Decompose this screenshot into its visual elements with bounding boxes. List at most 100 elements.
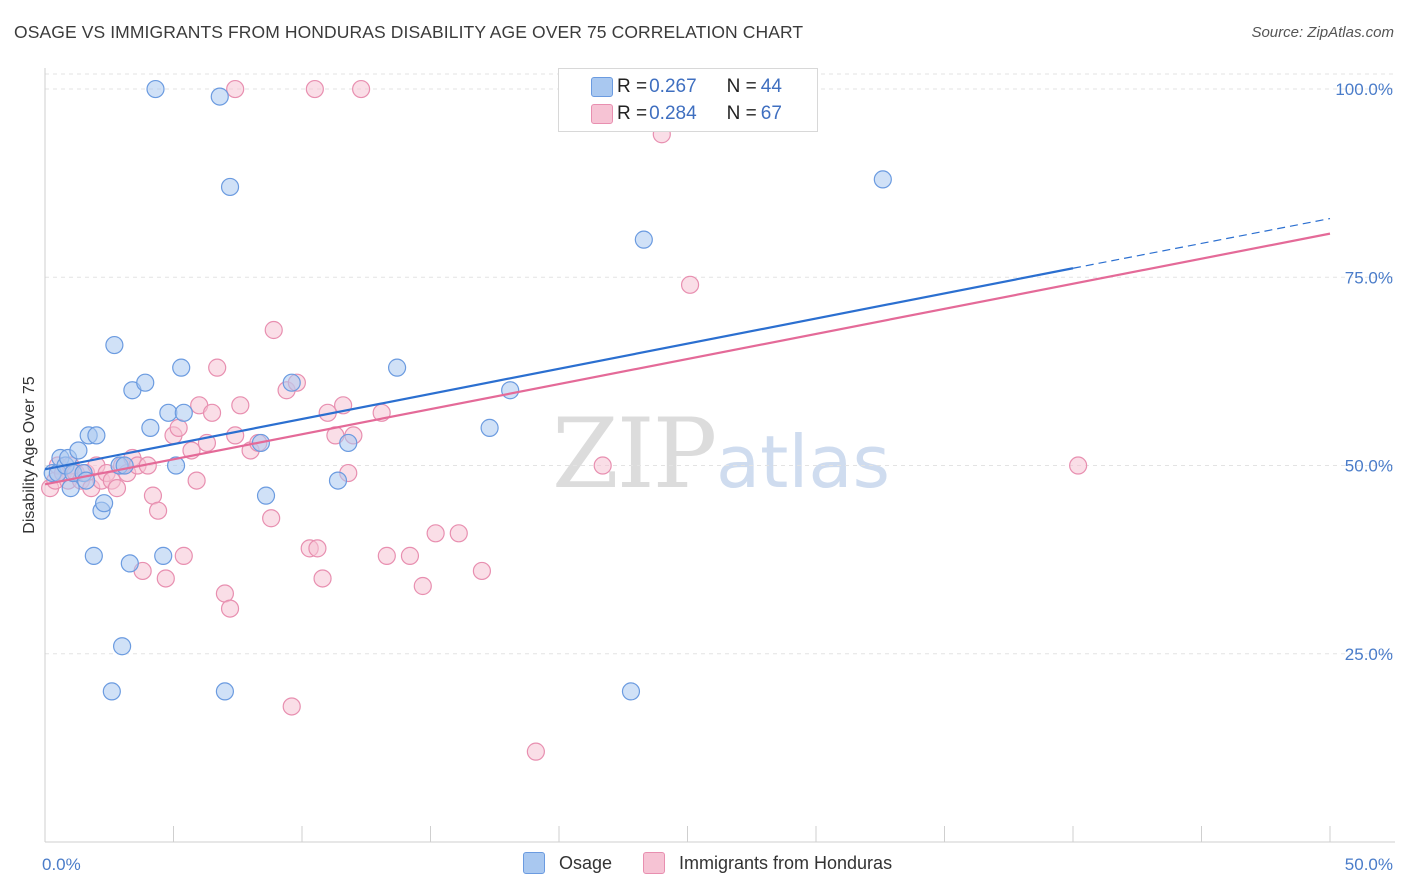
y-tick-label: 25.0% (1345, 645, 1393, 664)
axes (44, 68, 1395, 843)
data-point (146, 79, 165, 99)
data-point (480, 418, 499, 437)
osage-n-label: N = (726, 76, 757, 97)
honduras-trend-line (44, 232, 1331, 486)
data-point (282, 697, 301, 716)
grid-lines (45, 73, 1395, 655)
data-point (69, 441, 88, 460)
data-point (143, 486, 163, 505)
legend-item-honduras[interactable]: Immigrants from Honduras (643, 852, 892, 874)
data-point (169, 418, 188, 437)
watermark-atlas: atlas (716, 420, 890, 504)
data-point (87, 426, 106, 445)
data-point (115, 456, 134, 475)
legend-item-osage[interactable]: Osage (523, 852, 612, 874)
data-point (449, 524, 468, 543)
stats-legend: R = 0.267 N = 44 R = 0.284 N = 67 (558, 68, 818, 132)
data-point (220, 599, 240, 618)
data-point (174, 546, 193, 565)
y-tick-label: 75.0% (1345, 268, 1393, 287)
data-point (313, 569, 332, 588)
x-tick-label-max: 50.0% (1345, 855, 1393, 874)
data-point (256, 486, 276, 505)
data-point (215, 682, 234, 701)
data-point (413, 576, 432, 596)
trend-lines (44, 217, 1331, 486)
data-point (328, 471, 348, 490)
data-point (352, 79, 371, 99)
data-point (120, 554, 139, 573)
data-point (308, 539, 327, 558)
data-point (873, 170, 892, 189)
data-point (400, 546, 420, 565)
chart-title: OSAGE VS IMMIGRANTS FROM HONDURAS DISABI… (14, 22, 804, 42)
osage-n-value: 44 (760, 76, 782, 97)
data-point (159, 403, 178, 422)
data-point (264, 320, 283, 340)
data-point (501, 381, 520, 400)
data-point (156, 569, 175, 588)
data-point (84, 546, 103, 565)
data-point (215, 584, 234, 603)
data-point (526, 742, 545, 761)
data-point (202, 403, 222, 422)
osage-legend-swatch (523, 852, 545, 874)
data-point (282, 373, 301, 392)
data-point (339, 433, 358, 453)
data-point (172, 358, 191, 377)
data-point (634, 230, 653, 249)
osage-r-label: R = (617, 76, 648, 97)
data-point (166, 456, 186, 475)
data-point (95, 494, 114, 513)
data-point (136, 373, 155, 392)
osage-r-value: 0.267 (649, 76, 697, 97)
y-tick-label: 50.0% (1345, 457, 1393, 476)
watermark-zip: ZIP (552, 398, 717, 510)
data-point (680, 275, 700, 294)
data-point (262, 509, 281, 528)
data-point (154, 546, 173, 565)
data-point (141, 418, 160, 437)
series-osage (43, 79, 892, 701)
y-tick-label: 100.0% (1335, 80, 1393, 99)
data-point (593, 456, 612, 475)
legend-label-osage: Osage (559, 852, 613, 873)
stats-row-honduras: R = 0.284 N = 67 (591, 102, 782, 126)
data-point (377, 546, 396, 565)
series-legend: Osage Immigrants from Honduras (0, 852, 1406, 878)
data-point (210, 87, 229, 106)
x-tick-label-min: 0.0% (42, 855, 81, 874)
legend-label-honduras: Immigrants from Honduras (679, 852, 893, 873)
data-point (208, 358, 227, 377)
data-point (61, 479, 80, 498)
data-point (231, 396, 250, 415)
tick-labels: 25.0% 50.0% 75.0% 100.0% 0.0% 50.0% (42, 80, 1393, 874)
honduras-r-value: 0.284 (649, 103, 697, 124)
data-point (426, 524, 445, 543)
data-point (148, 501, 168, 520)
data-point (220, 177, 240, 197)
data-point (112, 637, 132, 656)
data-point (472, 561, 491, 581)
series-immigrants-from-honduras (41, 79, 1088, 761)
data-point (1069, 456, 1088, 475)
stats-row-osage: R = 0.267 N = 44 (591, 75, 782, 99)
data-point (107, 479, 127, 498)
data-point (105, 335, 124, 355)
honduras-n-value: 67 (760, 103, 782, 124)
data-point (187, 471, 206, 490)
osage-swatch (591, 77, 613, 97)
honduras-swatch (591, 104, 613, 124)
osage-trend-line (44, 267, 1074, 471)
honduras-n-label: N = (726, 103, 757, 124)
data-point (387, 358, 407, 377)
honduras-legend-swatch (643, 852, 665, 874)
data-point (226, 426, 245, 445)
data-point (174, 403, 193, 422)
data-point (621, 682, 641, 701)
osage-trend-extension (1072, 217, 1331, 269)
data-point (305, 79, 324, 99)
chart-source: Source: ZipAtlas.com (1251, 24, 1394, 41)
honduras-r-label: R = (617, 103, 648, 124)
